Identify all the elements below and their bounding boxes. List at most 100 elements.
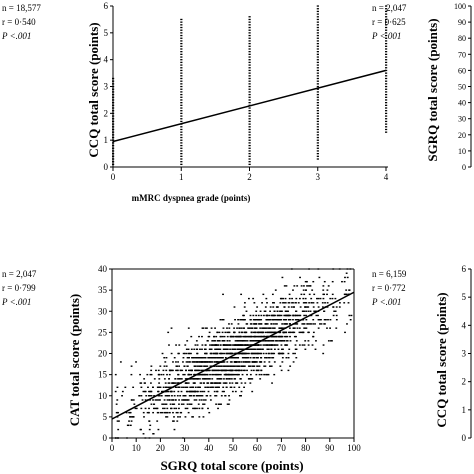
point-ccq-mmrc (180, 91, 183, 93)
point-ccq-mmrc (248, 155, 251, 157)
point-cat-sgrq (239, 378, 242, 380)
point-ccq-mmrc (180, 93, 183, 96)
point-cat-sgrq (281, 310, 283, 312)
point-cat-sgrq (242, 344, 245, 346)
point-cat-sgrq (299, 297, 301, 300)
y-sgrq-tick-label-1: 10 (458, 147, 466, 156)
point-cat-sgrq (198, 335, 200, 338)
y-ticks-ccq-mmrc: 0 1 2 3 4 5 6 (104, 1, 113, 172)
point-cat-sgrq (307, 310, 310, 312)
point-cat-sgrq (236, 361, 238, 363)
y-sgrq-tick-label-4: 40 (458, 99, 466, 108)
point-cat-sgrq (182, 352, 185, 355)
point-cat-sgrq (206, 340, 209, 342)
point-cat-sgrq (222, 319, 225, 321)
point-cat-sgrq (243, 369, 246, 372)
point-cat-sgrq (244, 319, 246, 321)
point-cat-sgrq (237, 340, 240, 342)
point-cat-sgrq (209, 386, 212, 388)
point-cat-sgrq (236, 340, 239, 342)
point-cat-sgrq (159, 365, 162, 367)
point-cat-sgrq (208, 331, 211, 334)
point-cat-sgrq (225, 386, 228, 388)
point-cat-sgrq (271, 357, 273, 359)
point-cat-sgrq (150, 373, 153, 376)
point-cat-sgrq (160, 373, 163, 376)
point-cat-sgrq (279, 331, 282, 334)
point-cat-sgrq (211, 369, 214, 372)
point-cat-sgrq (212, 386, 214, 388)
point-cat-sgrq (297, 302, 300, 304)
point-cat-sgrq (271, 293, 274, 296)
point-cat-sgrq (264, 331, 267, 334)
point-cat-sgrq (289, 365, 292, 367)
point-cat-sgrq (314, 348, 317, 350)
point-ccq-mmrc (316, 107, 319, 109)
point-cat-sgrq (214, 386, 217, 388)
point-cat-sgrq (270, 314, 273, 317)
point-cat-sgrq (288, 293, 291, 296)
point-cat-sgrq (280, 327, 283, 329)
point-cat-sgrq (306, 285, 308, 287)
point-cat-sgrq (322, 352, 325, 355)
point-cat-sgrq (286, 344, 289, 346)
point-cat-sgrq (159, 411, 162, 414)
point-cat-sgrq (186, 357, 189, 359)
point-cat-sgrq (316, 302, 319, 304)
point-cat-sgrq (117, 411, 119, 414)
point-ccq-mmrc (385, 107, 388, 109)
point-cat-sgrq (264, 340, 267, 342)
point-cat-sgrq (186, 403, 189, 405)
point-cat-sgrq (260, 352, 263, 355)
point-cat-sgrq (210, 352, 213, 355)
point-cat-sgrq (190, 395, 193, 397)
point-ccq-mmrc (248, 16, 251, 18)
point-ccq-mmrc (316, 42, 319, 45)
point-cat-sgrq (191, 369, 194, 372)
point-cat-sgrq (262, 352, 265, 355)
point-cat-sgrq (207, 335, 210, 338)
point-cat-sgrq (223, 390, 225, 393)
point-ccq-mmrc (385, 102, 388, 104)
point-cat-sgrq (194, 386, 197, 388)
point-cat-sgrq (226, 335, 229, 338)
point-cat-sgrq (135, 361, 137, 363)
point-cat-sgrq (194, 407, 197, 410)
point-cat-sgrq (172, 369, 174, 372)
point-cat-sgrq (232, 373, 235, 376)
point-ccq-mmrc (180, 61, 183, 64)
point-cat-sgrq (176, 411, 179, 414)
point-cat-sgrq (168, 395, 171, 397)
panel-cat-vs-sgrq: 0 10 20 30 40 50 60 70 80 90 100 0510152025303540 … (67, 264, 361, 473)
point-cat-sgrq (265, 335, 267, 338)
point-ccq-mmrc (180, 83, 183, 85)
point-cat-sgrq (200, 395, 203, 397)
stat-r-sgrq-partial: r = 0·625 (372, 17, 406, 27)
point-cat-sgrq (140, 395, 143, 397)
point-cat-sgrq (241, 365, 243, 367)
point-cat-sgrq (255, 352, 258, 355)
point-cat-sgrq (249, 382, 252, 384)
point-cat-sgrq (331, 340, 333, 342)
point-cat-sgrq (315, 310, 317, 312)
point-cat-sgrq (207, 382, 210, 384)
point-cat-sgrq (251, 390, 254, 393)
point-cat-sgrq (253, 357, 256, 359)
point-cat-sgrq (185, 352, 188, 355)
point-cat-sgrq (233, 331, 235, 334)
point-cat-sgrq (149, 424, 152, 427)
point-cat-sgrq (235, 369, 238, 372)
point-cat-sgrq (167, 390, 170, 393)
point-cat-sgrq (329, 319, 332, 321)
point-cat-sgrq (235, 357, 238, 359)
point-cat-sgrq (148, 407, 150, 410)
point-cat-sgrq (314, 323, 316, 325)
point-cat-sgrq (300, 293, 303, 296)
point-cat-sgrq (170, 327, 173, 329)
point-cat-sgrq (293, 306, 296, 308)
point-cat-sgrq (326, 302, 329, 304)
point-cat-sgrq (225, 365, 228, 367)
point-cat-sgrq (255, 310, 258, 312)
point-cat-sgrq (206, 386, 209, 388)
point-ccq-mmrc (316, 102, 319, 104)
